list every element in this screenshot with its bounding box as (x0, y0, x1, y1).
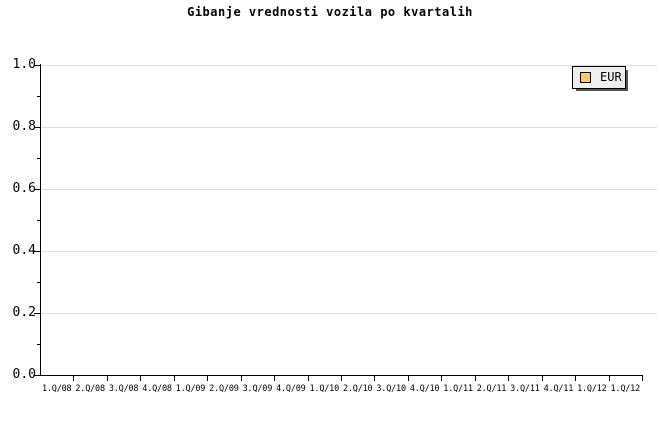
y-axis-tick-label: 0.8 (12, 119, 36, 134)
x-axis-tick-label: 4.Q/08 (142, 384, 172, 394)
legend-swatch-eur (580, 72, 591, 83)
x-axis-line (40, 375, 643, 376)
x-axis-tick (475, 376, 476, 381)
y-axis-tick-label: 0.0 (12, 367, 36, 382)
x-axis-tick-label: 3.Q/08 (108, 384, 139, 394)
y-minor-tick (37, 96, 40, 97)
y-grid-line (41, 313, 657, 314)
y-axis-tick-label: 0.6 (12, 181, 36, 196)
y-axis-tick-label: 0.4 (12, 243, 36, 258)
y-major-tick (34, 313, 40, 314)
y-grid-line (41, 251, 657, 252)
x-axis-tick (408, 376, 409, 381)
x-axis-tick (308, 376, 309, 381)
y-minor-tick (37, 220, 40, 221)
y-major-tick (34, 127, 40, 128)
chart-title: Gibanje vrednosti vozila po kvartalih (187, 5, 473, 19)
x-axis-tick-label: 3.Q/09 (242, 384, 273, 394)
x-axis-tick-label: 1.Q/08 (41, 384, 72, 394)
y-major-tick (34, 375, 40, 376)
y-grid-line (41, 189, 657, 190)
x-axis-tick (508, 376, 509, 381)
y-minor-tick (37, 158, 40, 159)
x-axis-tick-label: 3.Q/11 (510, 384, 540, 394)
x-axis-tick-label: 1.Q/09 (175, 384, 206, 394)
x-axis-tick-label: 3.Q/10 (376, 384, 406, 394)
y-axis-line (40, 64, 41, 376)
x-axis-tick-label: 1.Q/10 (309, 384, 340, 394)
y-axis-tick-label: 0.2 (12, 305, 36, 320)
legend-label: EUR (600, 70, 622, 84)
y-axis-tick-label: 1.0 (12, 57, 36, 72)
x-axis-tick-label: 2.Q/10 (342, 384, 373, 394)
x-axis-tick (441, 376, 442, 381)
x-axis-tick-label: 4.Q/11 (543, 384, 574, 394)
x-axis-tick-label: 1.Q/12 (577, 384, 607, 394)
x-axis-tick (341, 376, 342, 381)
y-major-tick (34, 251, 40, 252)
y-grid-line (41, 127, 657, 128)
y-minor-tick (37, 344, 40, 345)
x-axis-tick (542, 376, 543, 381)
x-axis-tick-label: 1.Q/12 (610, 384, 641, 394)
x-axis-tick (241, 376, 242, 381)
x-axis-tick (107, 376, 108, 381)
legend: EUR (572, 66, 626, 89)
x-axis-tick-label: 4.Q/10 (409, 384, 440, 394)
x-axis-tick-label: 1.Q/11 (443, 384, 473, 394)
x-axis-tick (374, 376, 375, 381)
x-axis-tick (642, 376, 643, 381)
x-axis-tick-label: 2.Q/09 (209, 384, 239, 394)
x-axis-tick-label: 2.Q/11 (476, 384, 507, 394)
x-axis-tick (575, 376, 576, 381)
x-axis-tick (207, 376, 208, 381)
x-axis-tick (140, 376, 141, 381)
y-major-tick (34, 65, 40, 66)
x-axis-tick (73, 376, 74, 381)
y-minor-tick (37, 282, 40, 283)
x-axis-tick (274, 376, 275, 381)
x-axis-tick (609, 376, 610, 381)
y-major-tick (34, 189, 40, 190)
x-axis-tick-label: 4.Q/09 (276, 384, 306, 394)
x-axis-tick-label: 2.Q/08 (75, 384, 105, 394)
x-axis-tick (174, 376, 175, 381)
y-grid-line (41, 65, 657, 66)
